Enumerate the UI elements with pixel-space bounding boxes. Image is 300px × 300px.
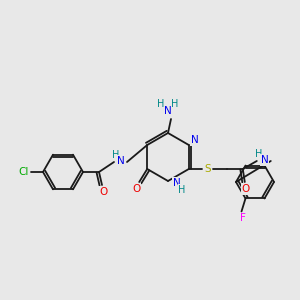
Text: F: F [240, 214, 245, 224]
Text: O: O [99, 187, 107, 197]
Text: N: N [173, 178, 181, 188]
Text: N: N [261, 155, 269, 165]
Text: H: H [157, 99, 165, 109]
Text: N: N [191, 135, 199, 145]
Text: H: H [171, 99, 179, 109]
Text: Cl: Cl [19, 167, 29, 177]
Text: O: O [132, 184, 140, 194]
Text: S: S [205, 164, 211, 174]
Text: O: O [242, 184, 250, 194]
Text: N: N [117, 156, 125, 166]
Text: N: N [164, 106, 172, 116]
Text: H: H [112, 150, 120, 160]
Text: H: H [255, 149, 262, 159]
Text: H: H [178, 185, 186, 195]
